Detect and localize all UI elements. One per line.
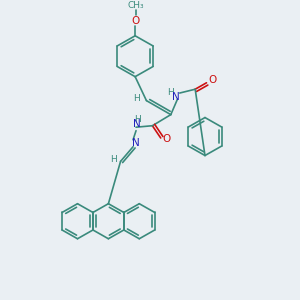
Text: N: N: [133, 119, 141, 129]
Text: H: H: [134, 116, 141, 124]
Text: H: H: [134, 94, 140, 103]
Text: H: H: [110, 155, 116, 164]
Text: O: O: [132, 16, 140, 26]
Text: O: O: [208, 76, 217, 85]
Text: N: N: [172, 92, 180, 101]
Text: O: O: [163, 134, 171, 145]
Text: N: N: [132, 138, 139, 148]
Text: H: H: [167, 88, 174, 97]
Text: CH₃: CH₃: [128, 1, 144, 10]
